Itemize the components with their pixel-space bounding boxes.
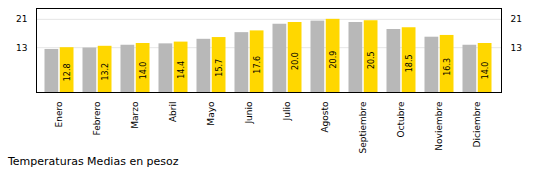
svg-text:Abril: Abril <box>168 102 178 123</box>
svg-text:Febrero: Febrero <box>92 101 102 135</box>
svg-text:16.3: 16.3 <box>443 58 452 76</box>
svg-text:Mayo: Mayo <box>206 101 216 126</box>
svg-text:21: 21 <box>511 14 522 24</box>
svg-text:Noviembre: Noviembre <box>434 101 444 151</box>
svg-text:13.2: 13.2 <box>101 63 110 81</box>
svg-text:Enero: Enero <box>54 101 64 127</box>
svg-text:14.0: 14.0 <box>139 62 148 80</box>
svg-text:14.4: 14.4 <box>177 61 186 79</box>
svg-text:Julio: Julio <box>282 101 292 121</box>
svg-text:15.7: 15.7 <box>215 59 224 77</box>
svg-text:13: 13 <box>511 43 522 53</box>
svg-text:20.9: 20.9 <box>329 51 338 69</box>
html-text:Temperaturas Medias en pesoz: Temperaturas Medias en pesoz <box>8 155 179 168</box>
svg-text:Septiembre: Septiembre <box>358 101 368 154</box>
svg-text:21: 21 <box>16 14 27 24</box>
svg-text:Junio: Junio <box>244 101 254 125</box>
svg-text:18.5: 18.5 <box>405 54 414 72</box>
svg-text:20.5: 20.5 <box>367 51 376 69</box>
svg-text:13: 13 <box>16 43 27 53</box>
svg-text:12.8: 12.8 <box>63 63 72 81</box>
svg-text:Agosto: Agosto <box>320 101 330 133</box>
svg-text:Marzo: Marzo <box>130 101 140 129</box>
svg-text:20.0: 20.0 <box>291 52 300 70</box>
svg-text:Octubre: Octubre <box>396 101 406 137</box>
svg-text:Diciembre: Diciembre <box>472 101 482 147</box>
svg-text:17.6: 17.6 <box>253 56 262 74</box>
svg-text:14.0: 14.0 <box>481 62 490 80</box>
